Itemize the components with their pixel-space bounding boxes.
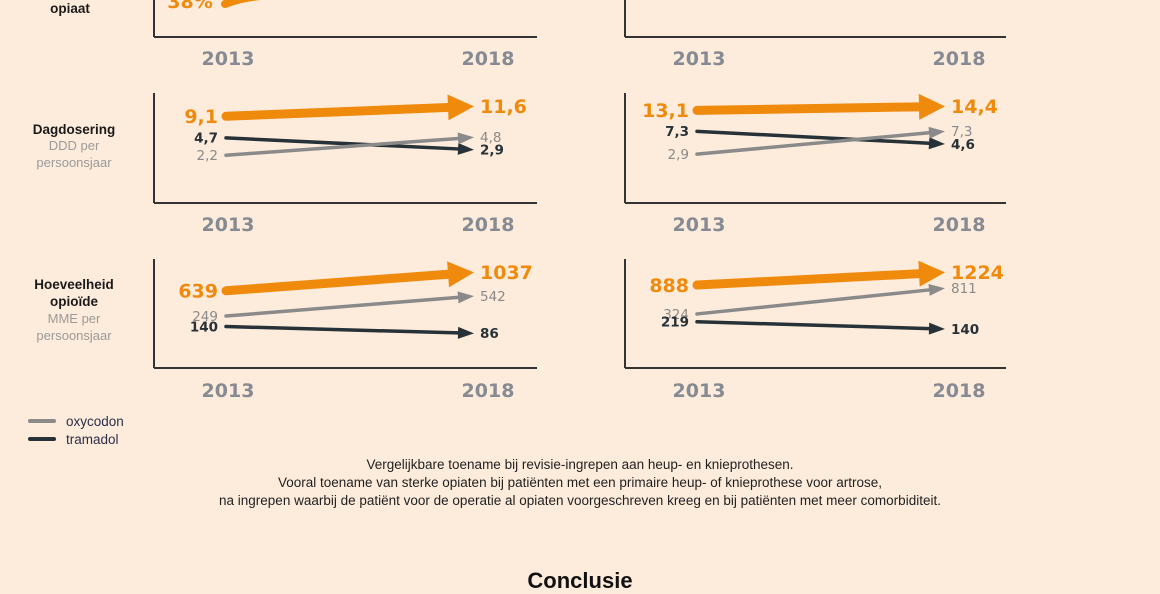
arrowhead-oxycodon	[928, 126, 945, 139]
data-label: 140	[951, 322, 979, 338]
data-label: 249	[192, 309, 218, 325]
series-line-oxycodon	[695, 288, 931, 316]
arrowhead-opiaat	[918, 93, 945, 120]
series-line-tramadol	[695, 129, 931, 145]
row-label-hoeveelheid: Hoeveelheid opioïde MME per persoonsjaar	[4, 276, 144, 344]
data-label: 811	[951, 281, 977, 297]
series-line-opiaat	[221, 102, 453, 121]
arrowhead-oxycodon	[928, 283, 945, 296]
x-tick-label: 2013	[673, 48, 726, 70]
data-label: 38%	[167, 0, 212, 13]
charts-canvas: 2013 2018 38% 2013 2018 2013 2018 9,1 11,6 4,7 2,9…	[153, 0, 1006, 402]
series-line-tramadol	[224, 136, 460, 151]
data-label: 2,9	[480, 143, 504, 159]
x-tick-label: 2013	[202, 380, 255, 402]
arrowhead-oxycodon	[457, 132, 474, 145]
row-label-title: Dagdosering	[32, 122, 116, 137]
data-label: 2,2	[197, 148, 218, 164]
caption-line: Vergelijkbare toename bij revisie-ingrep…	[366, 457, 794, 472]
data-label: 2,9	[668, 147, 689, 163]
series-line-opiaat	[221, 269, 453, 296]
legend-item-oxycodon: oxycodon	[28, 412, 124, 430]
row-label-unit: MME per	[47, 311, 101, 326]
caption: Vergelijkbare toename bij revisie-ingrep…	[0, 456, 1160, 510]
x-tick-label: 2013	[202, 48, 255, 70]
x-tick-label: 2018	[933, 48, 986, 70]
data-label: 542	[480, 289, 506, 305]
data-label: 324	[663, 307, 689, 323]
caption-line: Vooral toename van sterke opiaten bij pa…	[277, 475, 883, 490]
x-tick-label: 2013	[673, 214, 726, 236]
legend-label: tramadol	[66, 431, 119, 447]
series-line-oxycodon	[224, 136, 460, 158]
data-label: 4,7	[194, 131, 218, 147]
row-label-unit: persoonsjaar	[36, 328, 112, 343]
x-tick-label: 2018	[462, 214, 515, 236]
series-line-opiaat	[692, 102, 924, 115]
data-label: 86	[480, 326, 499, 342]
section-heading: Conclusie	[527, 568, 633, 593]
row-label-dagdosering: Dagdosering DDD per persoonsjaar	[4, 121, 144, 171]
legend-swatch-oxycodon	[28, 419, 56, 423]
x-tick-label: 2013	[673, 380, 726, 402]
data-label: 1224	[951, 262, 1004, 284]
row-label-opiaat: opiaat	[0, 0, 140, 17]
series-line-oxycodon	[695, 131, 931, 156]
arrowhead-opiaat	[918, 260, 945, 287]
caption-line: na ingrepen waarbij de patiënt voor de o…	[219, 493, 941, 508]
series-line-tramadol	[224, 324, 460, 335]
arrowhead-tramadol	[928, 137, 945, 150]
series-line-tramadol	[695, 320, 931, 331]
x-tick-label: 2013	[202, 214, 255, 236]
data-label: 639	[178, 281, 218, 303]
data-label: 14,4	[951, 96, 998, 118]
x-tick-label: 2018	[933, 214, 986, 236]
arrowhead-tramadol	[457, 142, 474, 155]
data-label: 219	[661, 315, 689, 331]
legend-swatch-tramadol	[28, 437, 56, 441]
row-label-title: opioïde	[50, 294, 98, 309]
row-label-title: Hoeveelheid	[34, 277, 114, 292]
x-tick-label: 2018	[462, 48, 515, 70]
series-line-opiaat	[692, 269, 924, 290]
data-label: 140	[190, 319, 218, 335]
data-label: 888	[649, 275, 689, 297]
arrowhead-tramadol	[928, 322, 945, 335]
arrowhead-oxycodon	[457, 291, 474, 304]
x-tick-label: 2018	[933, 380, 986, 402]
data-label: 1037	[480, 262, 533, 284]
arrowhead-opiaat	[447, 94, 474, 121]
data-label: 7,3	[665, 124, 689, 140]
row-label-title: opiaat	[50, 1, 90, 16]
series-line-oxycodon	[224, 295, 460, 318]
data-label: 7,3	[951, 124, 972, 140]
data-label: 11,6	[480, 96, 527, 118]
row-label-unit: persoonsjaar	[36, 155, 112, 170]
legend-item-tramadol: tramadol	[28, 430, 124, 448]
series-line-opiaat	[221, 0, 261, 8]
arrowhead-tramadol	[457, 326, 474, 339]
data-label: 9,1	[184, 106, 218, 128]
row-label-unit: DDD per	[48, 138, 100, 153]
data-label: 4,6	[951, 137, 975, 153]
data-label: 4,8	[480, 130, 501, 146]
legend-label: oxycodon	[66, 413, 124, 429]
legend: oxycodon tramadol	[28, 412, 124, 448]
x-tick-label: 2018	[462, 380, 515, 402]
data-label: 13,1	[642, 100, 689, 122]
arrowhead-opiaat	[447, 261, 474, 288]
